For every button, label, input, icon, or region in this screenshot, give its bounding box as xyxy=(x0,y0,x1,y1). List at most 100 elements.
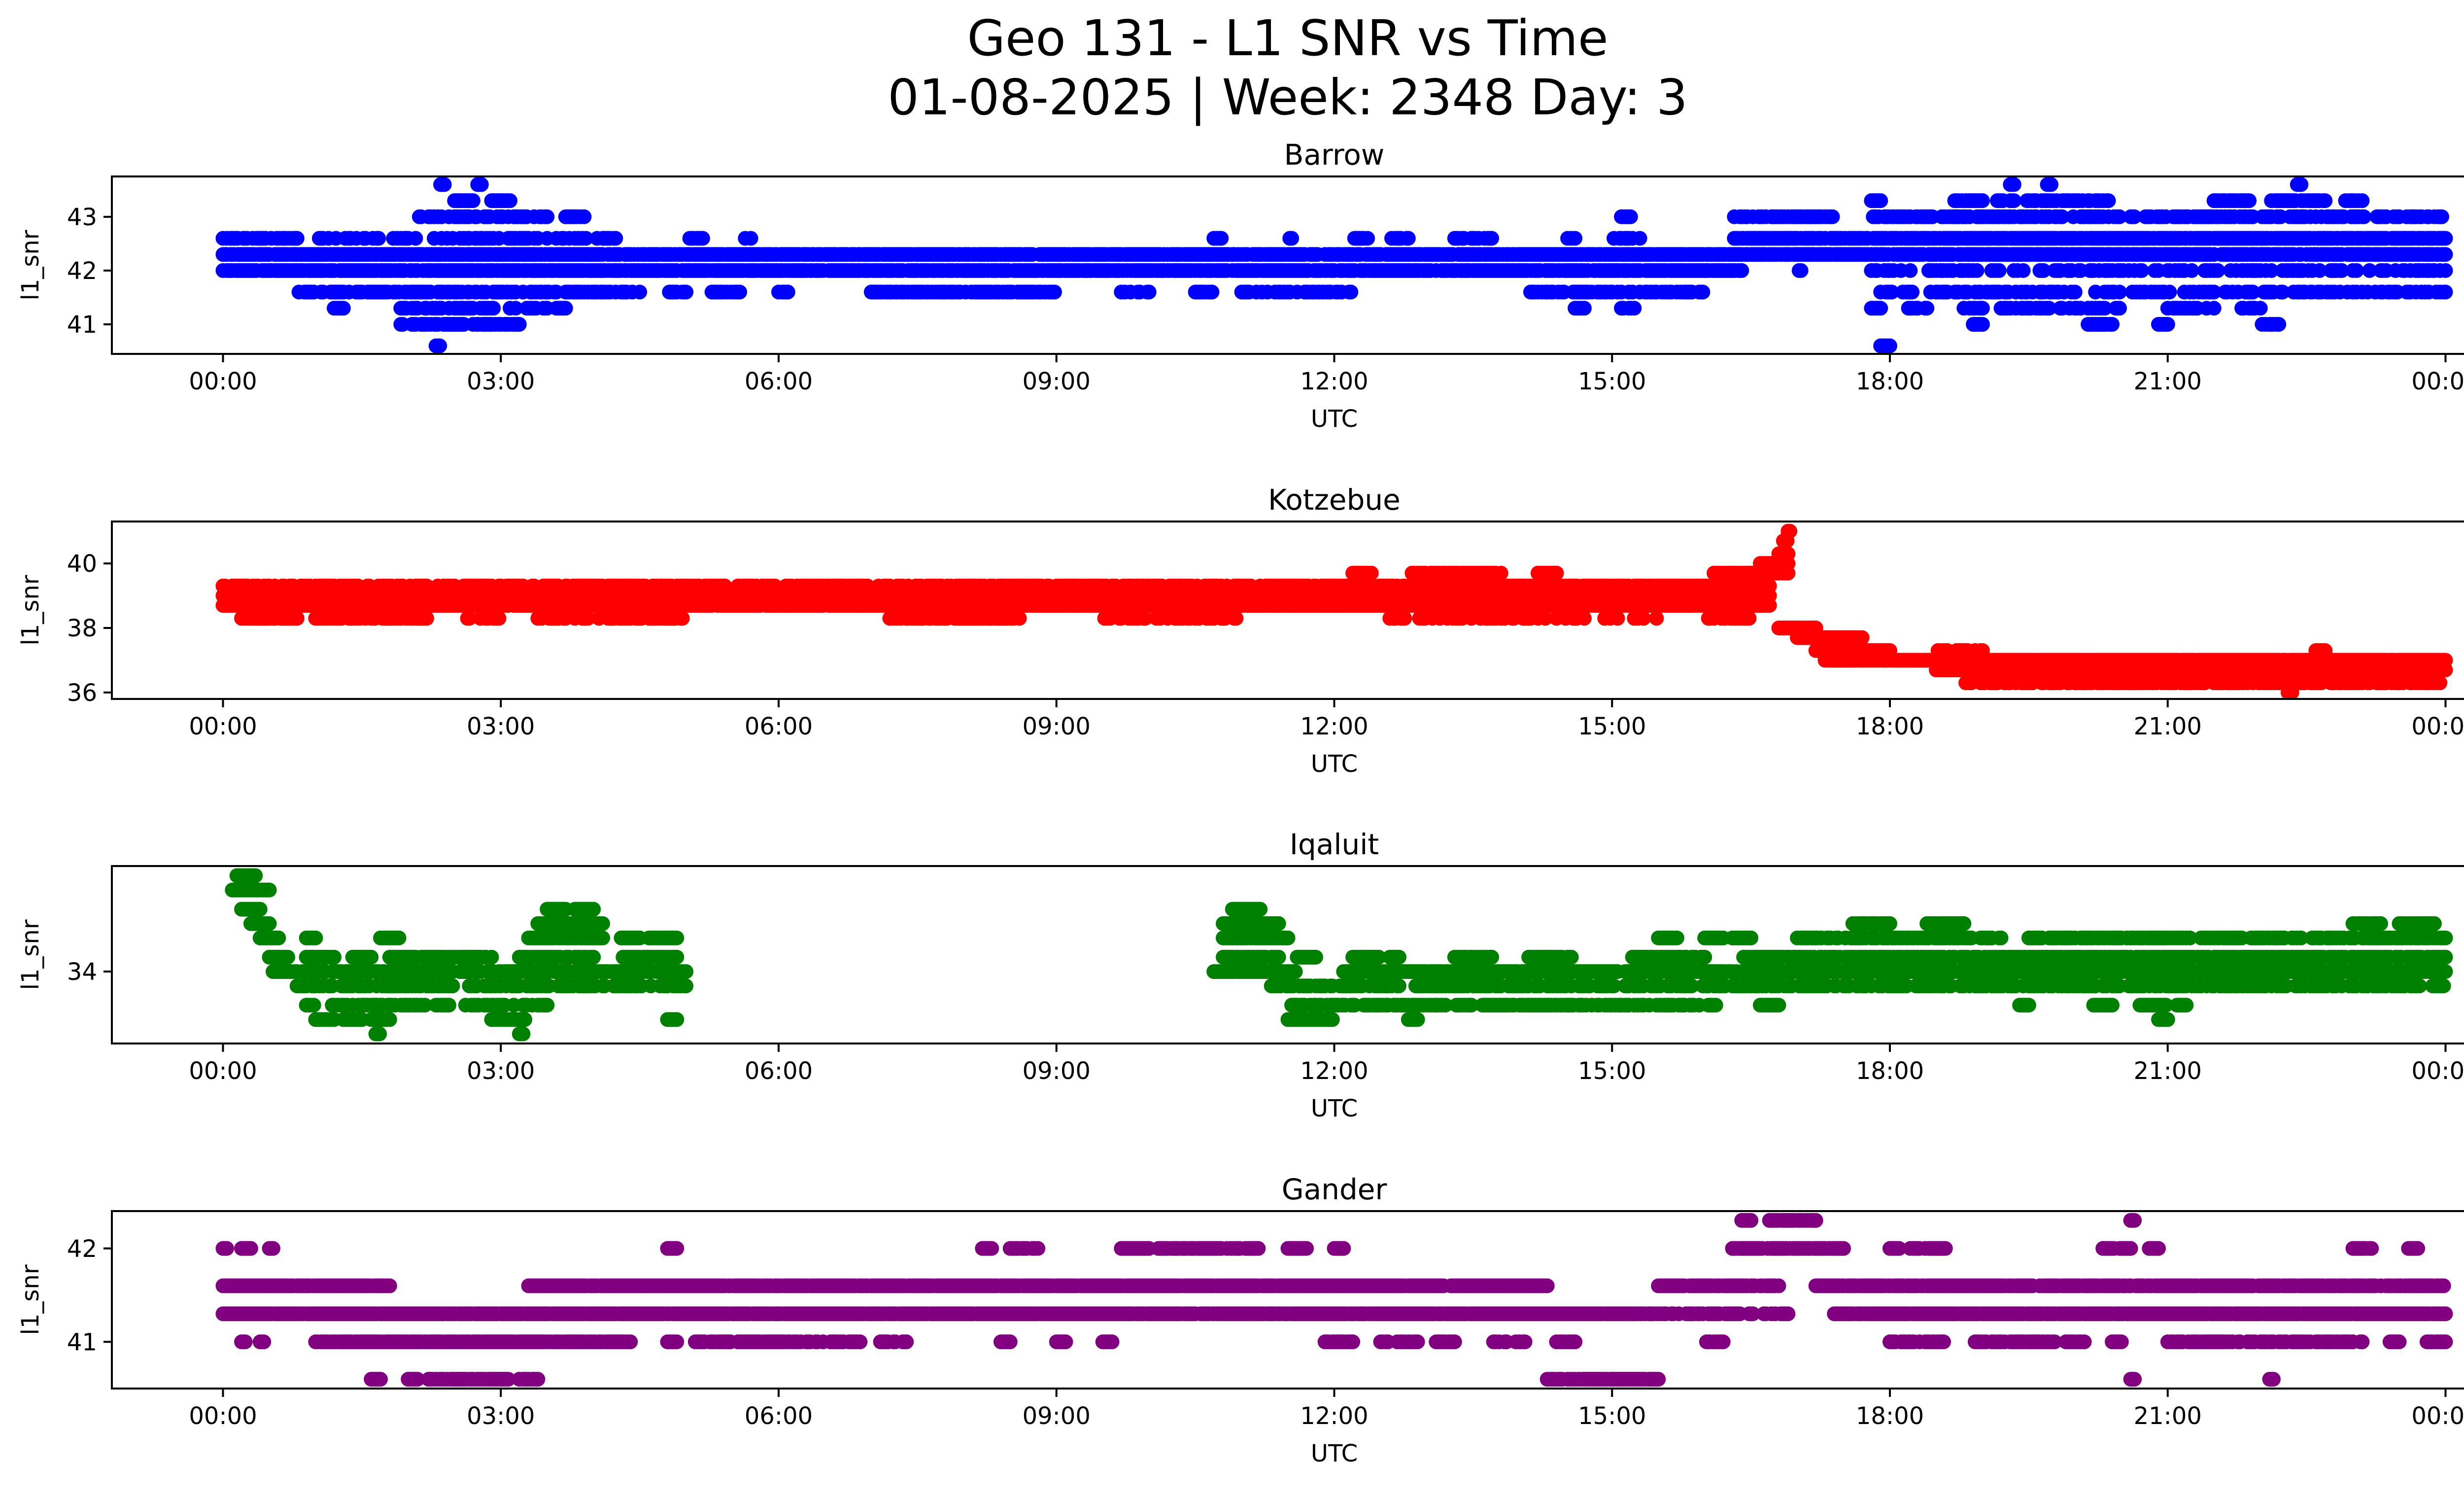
data-point xyxy=(1401,231,1416,246)
data-point xyxy=(289,231,305,246)
data-point xyxy=(474,177,489,192)
x-tick-label: 12:00 xyxy=(1300,368,1368,395)
data-point xyxy=(1975,301,1990,316)
data-point xyxy=(1695,284,1711,300)
data-point xyxy=(1873,301,1888,316)
data-point xyxy=(2275,284,2290,300)
data-point xyxy=(408,231,423,246)
data-point xyxy=(2357,209,2372,224)
data-point xyxy=(2160,317,2175,332)
x-tick-label: 18:00 xyxy=(1856,368,1924,395)
data-point xyxy=(2210,263,2225,278)
data-point xyxy=(2097,301,2112,316)
data-point xyxy=(2438,231,2453,246)
data-point xyxy=(1905,284,1920,300)
data-point xyxy=(2312,263,2327,278)
data-point xyxy=(1825,209,1840,224)
data-point xyxy=(632,284,648,300)
data-point xyxy=(2293,177,2309,192)
data-point xyxy=(2105,317,2120,332)
data-point xyxy=(1734,263,1749,278)
data-point xyxy=(540,209,555,224)
data-point xyxy=(1047,284,1062,300)
data-point xyxy=(2112,209,2127,224)
data-point xyxy=(371,231,386,246)
data-point xyxy=(2042,301,2057,316)
data-point xyxy=(1623,209,1638,224)
x-tick-label: 00:00 xyxy=(2411,368,2464,395)
data-point xyxy=(2006,177,2021,192)
data-point xyxy=(1576,301,1592,316)
panel-title: Kotzebue xyxy=(1268,483,1401,517)
data-point xyxy=(437,177,452,192)
data-point xyxy=(2112,301,2127,316)
data-point xyxy=(336,301,351,316)
data-point xyxy=(579,231,594,246)
y-tick-label: 43 xyxy=(67,204,97,231)
data-point xyxy=(2349,263,2364,278)
data-point xyxy=(1284,231,1300,246)
data-point xyxy=(2264,263,2279,278)
data-point xyxy=(486,301,501,316)
data-point xyxy=(1627,301,1642,316)
data-point xyxy=(465,193,480,209)
data-point xyxy=(558,301,573,316)
data-point xyxy=(2067,284,2083,300)
data-point xyxy=(2242,193,2257,209)
data-point xyxy=(2184,263,2199,278)
data-point xyxy=(1360,231,1375,246)
data-point xyxy=(1214,231,1229,246)
data-point xyxy=(2112,284,2127,300)
data-point xyxy=(2162,284,2177,300)
data-point xyxy=(503,193,517,209)
x-tick-label: 09:00 xyxy=(1023,368,1091,395)
data-point xyxy=(780,284,795,300)
data-point xyxy=(1903,263,1918,278)
data-point xyxy=(695,231,710,246)
data-point xyxy=(2127,209,2142,224)
panel-title: Barrow xyxy=(1284,138,1385,172)
y-tick-label: 41 xyxy=(67,311,97,339)
data-point xyxy=(577,209,592,224)
data-point xyxy=(1568,231,1583,246)
x-tick-label: 00:00 xyxy=(189,368,257,395)
data-point xyxy=(1141,284,1157,300)
data-point xyxy=(1969,263,1985,278)
data-point xyxy=(1873,193,1888,209)
data-point xyxy=(2438,263,2453,278)
data-point xyxy=(2245,284,2260,300)
data-point xyxy=(1632,231,1647,246)
data-point xyxy=(2253,301,2268,316)
data-point xyxy=(1343,284,1359,300)
x-axis-label: UTC xyxy=(1311,405,1358,433)
data-point xyxy=(2438,284,2453,300)
data-point xyxy=(2101,193,2116,209)
data-point xyxy=(2206,301,2222,316)
data-points xyxy=(215,523,2453,699)
x-tick-label: 15:00 xyxy=(1578,368,1646,395)
data-point xyxy=(1975,317,1990,332)
y-axis-label: l1_snr xyxy=(17,230,44,300)
data-point xyxy=(743,231,758,246)
data-point xyxy=(2318,193,2333,209)
data-point xyxy=(1204,284,1220,300)
data-point xyxy=(1919,301,1935,316)
x-tick-label: 06:00 xyxy=(745,368,813,395)
data-point xyxy=(1975,193,1990,209)
data-point xyxy=(2355,193,2370,209)
data-point xyxy=(512,317,527,332)
data-point xyxy=(2434,209,2449,224)
data-point xyxy=(2206,284,2222,300)
data-point xyxy=(1793,263,1809,278)
figure-title: Geo 131 - L1 SNR vs Time 01-08-2025 | We… xyxy=(0,9,2464,127)
data-point xyxy=(2334,263,2349,278)
data-point xyxy=(2134,263,2150,278)
data-point xyxy=(2006,193,2021,209)
data-point xyxy=(679,284,694,300)
data-point xyxy=(1484,231,1499,246)
data-point xyxy=(2016,263,2031,278)
data-points xyxy=(215,177,2453,353)
